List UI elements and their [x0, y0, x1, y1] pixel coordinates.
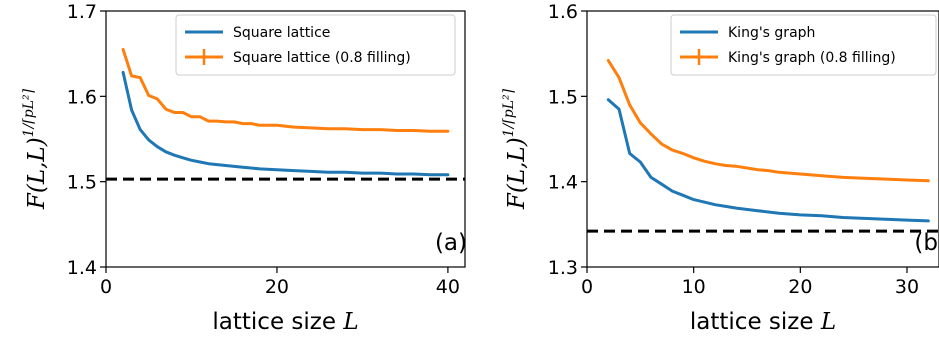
x-tick-label: 20 — [788, 276, 812, 298]
plot-frame — [105, 10, 466, 268]
x-tick-label: 20 — [265, 276, 289, 298]
x-tick-label: 40 — [436, 276, 460, 298]
legend-box — [175, 14, 456, 76]
y-tick-label: 1.4 — [67, 257, 97, 279]
y-tick-label: 1.4 — [548, 172, 578, 194]
x-tick-label: 30 — [895, 276, 919, 298]
y-tick-label: 1.3 — [548, 257, 578, 279]
y-tick-label: 1.6 — [67, 86, 97, 108]
x-axis-label: lattice size L — [690, 309, 836, 335]
legend-entry: Square lattice (0.8 filling) — [233, 50, 411, 66]
y-axis-label: F(L,L)1/⌈pL²⌉ — [501, 88, 530, 210]
legend-entry: King's graph — [728, 25, 815, 41]
y-axis-label: F(L,L)1/⌈pL²⌉ — [21, 88, 50, 210]
legend: King's graph King's graph (0.8 filling) — [670, 14, 937, 76]
x-tick-label: 10 — [682, 276, 706, 298]
series-line-main — [121, 70, 450, 177]
series-line-filled — [121, 47, 450, 133]
legend: Square lattice Square lattice (0.8 fillin… — [175, 14, 456, 76]
series-line-filled — [606, 59, 930, 183]
x-tick-label: 0 — [581, 276, 593, 298]
legend-entry: King's graph (0.8 filling) — [728, 50, 896, 66]
y-tick-label: 1.5 — [67, 172, 97, 194]
plot-frame — [586, 10, 939, 268]
legend-entry: Square lattice — [233, 25, 330, 41]
panel-label: (a) — [435, 230, 467, 256]
y-tick-label: 1.7 — [67, 1, 97, 23]
x-tick-label: 0 — [100, 276, 112, 298]
y-tick-label: 1.6 — [548, 1, 578, 23]
panel-b: 0 10 20 30 1.3 1.4 1.5 1.6 lattice size L F(L,L)1… — [501, 1, 939, 335]
legend-box — [670, 14, 937, 76]
series-line-main — [606, 98, 930, 223]
panel-a: 0 20 40 1.4 1.5 1.6 1.7 lattice size L F(L,L)1/⌈… — [21, 1, 467, 335]
x-axis-label: lattice size L — [212, 309, 358, 335]
panel-label: (b — [914, 230, 938, 256]
y-tick-label: 1.5 — [548, 86, 578, 108]
